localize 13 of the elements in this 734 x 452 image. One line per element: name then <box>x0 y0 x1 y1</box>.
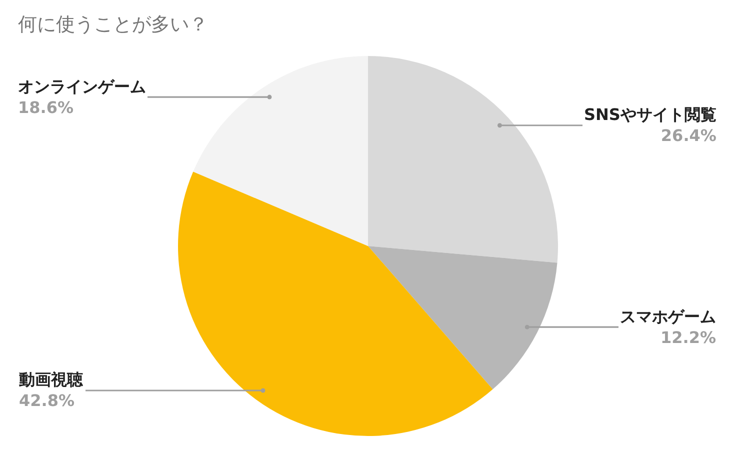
data-label: 26.4% <box>660 126 716 145</box>
pie-slice <box>193 56 368 246</box>
chart-title: 何に使うことが多い？ <box>18 14 208 36</box>
data-label: 42.8% <box>19 390 75 410</box>
slice-label: SNSやサイト閲覧 <box>584 105 716 124</box>
slice-label: スマホゲーム <box>620 307 716 326</box>
slice-label: 動画視聴 <box>18 370 84 389</box>
slice-label: オンラインゲーム <box>18 77 146 96</box>
pie-slice <box>368 246 558 390</box>
data-label: 12.2% <box>660 328 716 347</box>
pie-slice <box>368 56 558 263</box>
data-label: 18.6% <box>18 98 74 117</box>
pie-slice <box>178 172 493 436</box>
